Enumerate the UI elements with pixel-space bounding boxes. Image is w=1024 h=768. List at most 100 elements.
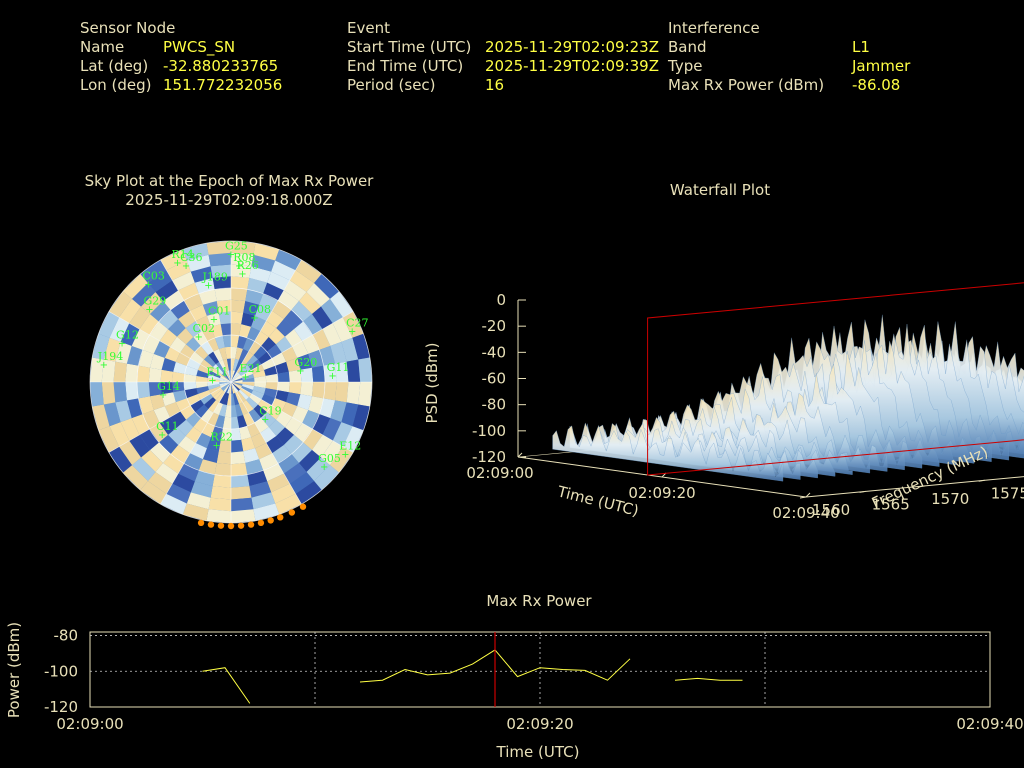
- sky-cell: [276, 427, 295, 446]
- sky-cell: [186, 492, 211, 510]
- sky-cell: [218, 311, 231, 325]
- sky-cell: [321, 440, 343, 466]
- interference-type-label: Type: [668, 57, 703, 75]
- z-tick-label: -40: [482, 343, 507, 361]
- sky-cell: [245, 289, 264, 305]
- sky-cell: [197, 390, 211, 400]
- sky-cell: [122, 273, 148, 299]
- sky-cell: [246, 354, 259, 367]
- sky-cell: [294, 423, 313, 443]
- sky-cell: [129, 306, 150, 330]
- sky-cell: [212, 389, 224, 401]
- sky-cell: [207, 382, 220, 387]
- sky-cell: [297, 353, 313, 370]
- sky-cell: [207, 377, 220, 382]
- sky-cell: [131, 329, 150, 350]
- horizon-marker: [288, 509, 296, 516]
- sky-cell: [300, 382, 314, 397]
- sky-cell: [322, 418, 342, 441]
- sky-cell: [266, 310, 284, 328]
- sky-cell: [291, 442, 313, 464]
- event-period-label: Period (sec): [347, 76, 436, 94]
- sky-cell: [182, 243, 209, 261]
- sky-cell: [277, 371, 290, 382]
- sky-cell: [261, 394, 276, 406]
- sky-cell: [330, 341, 347, 364]
- sky-cell: [253, 243, 280, 261]
- power-x-tick-label: 02:09:40: [956, 715, 1023, 733]
- satellite-label: R26: [236, 259, 258, 272]
- sky-cell: [283, 434, 304, 455]
- event-start-value: 2025-11-29T02:09:23Z: [485, 38, 659, 56]
- sky-cell: [239, 402, 249, 416]
- sky-cell: [103, 337, 121, 362]
- sky-cell: [254, 418, 269, 433]
- sky-cell: [271, 352, 287, 366]
- sky-cell: [275, 390, 289, 403]
- sky-cell: [261, 358, 276, 370]
- sky-cell: [224, 405, 231, 418]
- sky-cell: [242, 384, 255, 391]
- sky-cell: [352, 333, 370, 360]
- sky-cell: [226, 393, 231, 406]
- sky-cell: [231, 474, 250, 488]
- sky-cell: [231, 382, 236, 394]
- freq-tick: [978, 479, 985, 482]
- waterfall-zlabel: PSD (dBm): [423, 342, 441, 423]
- sensor-lat-value: -32.880233765: [163, 57, 279, 75]
- sky-cell: [210, 426, 223, 440]
- sky-azimuth-spoke: [230, 381, 302, 505]
- sky-cell: [153, 406, 170, 424]
- sky-cell: [298, 449, 322, 473]
- sky-cell: [288, 369, 302, 382]
- sky-cell: [138, 396, 154, 415]
- freq-tick-label: 1565: [872, 495, 910, 513]
- sky-cell: [267, 344, 282, 359]
- sky-cell: [292, 340, 309, 358]
- sky-cell: [222, 393, 229, 406]
- satellite-marker: +: [182, 261, 190, 272]
- sky-cell: [243, 337, 255, 352]
- sky-cell: [166, 260, 191, 281]
- sky-cell: [295, 259, 322, 283]
- sky-cell: [255, 443, 273, 460]
- sky-cell: [231, 382, 242, 390]
- sky-cell: [312, 365, 325, 382]
- sky-cell: [231, 405, 238, 418]
- sky-cell: [259, 453, 278, 471]
- sky-cell: [219, 392, 227, 405]
- sky-cell: [213, 402, 223, 416]
- sky-cell: [186, 254, 211, 272]
- sky-cell: [242, 377, 255, 382]
- sky-cell: [278, 454, 299, 474]
- sky-cell: [259, 293, 278, 311]
- horizon-marker: [277, 514, 284, 521]
- sky-cell: [277, 382, 290, 393]
- power-trace: [202, 667, 251, 704]
- sky-cell: [272, 445, 292, 464]
- sensor-name-value: PWCS_SN: [163, 38, 236, 56]
- sky-cell: [322, 323, 342, 346]
- interference-band-label: Band: [668, 38, 707, 56]
- sky-cell: [276, 336, 293, 353]
- sky-satellites: +G25+R14+C36+R08+R26+J189+C27+C03+G29+C0…: [97, 240, 369, 473]
- satellite-label: G05: [318, 452, 341, 465]
- sky-cell: [142, 410, 160, 429]
- sky-cell: [172, 473, 195, 493]
- satellite-label: C03: [142, 270, 164, 283]
- sky-cell: [214, 463, 231, 476]
- sky-cell: [260, 320, 277, 337]
- sky-cell: [268, 327, 286, 345]
- sky-cell: [219, 359, 227, 372]
- sky-cell: [231, 370, 236, 382]
- sky-cell: [203, 397, 216, 410]
- sky-cell: [352, 404, 370, 431]
- sky-cell: [298, 291, 322, 315]
- sky-cell: [236, 391, 247, 403]
- sky-cell: [185, 336, 201, 352]
- sky-cell: [214, 335, 225, 349]
- satellite-marker: +: [296, 366, 304, 377]
- sky-cell: [267, 405, 282, 420]
- sky-cell: [253, 503, 280, 521]
- satellite-label: C19: [259, 405, 281, 418]
